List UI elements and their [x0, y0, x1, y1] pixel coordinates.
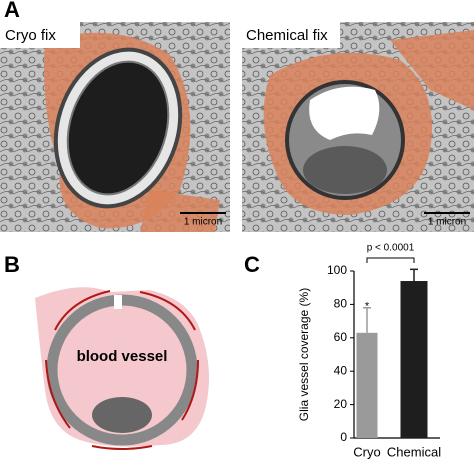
panel-label: A	[4, 0, 20, 22]
glia-overlay	[140, 190, 220, 232]
panel-label: B	[4, 252, 20, 277]
scale-bar-label: 1 micron	[184, 217, 222, 228]
image-label: Chemical fix	[246, 27, 328, 44]
significance-bracket	[366, 257, 415, 263]
bar-chart: 0 20 40 60 80 100 Glia vessel coverage (%) Cryo…	[297, 243, 441, 460]
y-tick-label: 80	[334, 297, 348, 311]
micrograph-cryo: Cryo fix 1 micron	[0, 22, 230, 232]
arrow	[139, 291, 196, 331]
bar	[356, 332, 378, 438]
micrograph-chemical: Chemical fix 1 micron	[242, 22, 474, 232]
y-tick-label: 0	[340, 430, 347, 444]
x-tick-label: Cryo	[353, 444, 380, 459]
image-label: Cryo fix	[5, 27, 56, 44]
scale-bar-label: 1 micron	[428, 217, 466, 228]
y-axis-label: Glia vessel coverage (%)	[297, 288, 311, 421]
panel-label: C	[244, 252, 260, 277]
vessel-lumen	[309, 86, 380, 140]
arrow	[181, 359, 199, 421]
y-tick-label: 20	[334, 397, 348, 411]
arrow	[54, 290, 111, 331]
arrow	[91, 445, 153, 450]
arrow	[45, 359, 71, 429]
bar	[400, 281, 428, 438]
y-tick-label: 100	[327, 263, 347, 277]
y-tick-label: 40	[334, 363, 348, 377]
vessel-lumen	[66, 60, 170, 196]
significance-marker: *	[365, 301, 370, 313]
x-tick-label: Chemical	[387, 444, 441, 459]
significance-label: p < 0.0001	[367, 243, 415, 254]
vessel-diagram: blood vessel	[35, 287, 209, 450]
glia-overlay	[390, 30, 474, 110]
nucleus	[92, 397, 152, 433]
scale-bar	[180, 212, 226, 214]
label-box	[242, 22, 340, 48]
scale-bar	[424, 212, 470, 214]
label-box	[0, 22, 80, 48]
glia-region	[35, 287, 209, 447]
nucleus	[303, 146, 387, 194]
diagram-label: blood vessel	[77, 348, 168, 365]
arrows	[45, 290, 199, 450]
y-tick-label: 60	[334, 330, 348, 344]
ring-gap	[114, 295, 122, 309]
